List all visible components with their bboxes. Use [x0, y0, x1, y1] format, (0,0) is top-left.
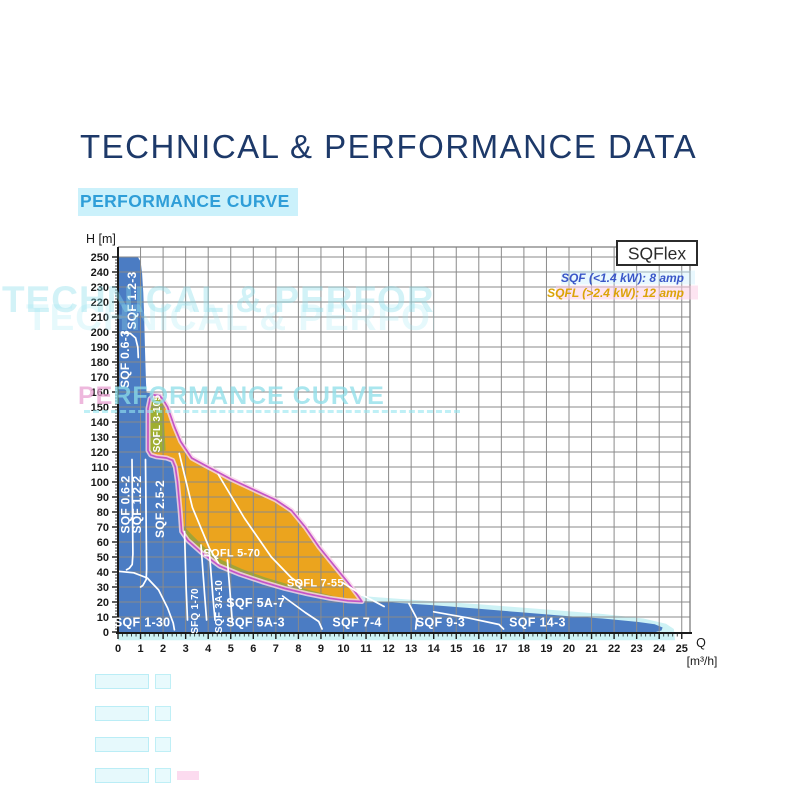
svg-text:230: 230	[91, 282, 109, 294]
svg-text:10: 10	[337, 643, 349, 655]
svg-text:60: 60	[97, 537, 109, 549]
svg-text:1: 1	[137, 643, 143, 655]
svg-text:5: 5	[228, 643, 234, 655]
svg-text:13: 13	[405, 643, 417, 655]
section-heading: PERFORMANCE CURVE	[80, 191, 290, 211]
svg-text:0: 0	[103, 627, 109, 639]
svg-text:180: 180	[91, 357, 109, 369]
svg-text:8: 8	[295, 643, 301, 655]
svg-text:21: 21	[585, 643, 597, 655]
svg-text:16: 16	[473, 643, 485, 655]
region-overlap-strip	[148, 395, 166, 453]
curve-label: SQF 7-4	[332, 615, 381, 629]
curve-label: SQF 0.6-2	[118, 475, 132, 533]
svg-text:3: 3	[183, 643, 189, 655]
svg-text:12: 12	[382, 643, 394, 655]
svg-text:4: 4	[205, 643, 212, 655]
chart-axes: 0 1 2 3 4 5 6 7 8 9 10 11 12 13 14 15 16 17 18 19 20 21 22 23 24…	[86, 232, 717, 668]
svg-text:2: 2	[160, 643, 166, 655]
svg-text:20: 20	[563, 643, 575, 655]
curve-label: SQFL 5-70	[203, 548, 260, 560]
svg-text:15: 15	[450, 643, 462, 655]
curve-label: SQF 14-3	[509, 615, 566, 629]
legend-box	[616, 240, 698, 266]
svg-text:220: 220	[91, 297, 109, 309]
svg-text:23: 23	[631, 643, 643, 655]
svg-text:20: 20	[97, 597, 109, 609]
svg-text:110: 110	[91, 462, 109, 474]
svg-text:80: 80	[97, 507, 109, 519]
svg-text:19: 19	[540, 643, 552, 655]
svg-text:130: 130	[91, 432, 109, 444]
svg-text:70: 70	[97, 522, 109, 534]
svg-text:100: 100	[91, 477, 109, 489]
curve-label: SQFL 3-105	[152, 394, 163, 452]
svg-text:240: 240	[91, 267, 109, 279]
curve-label: SQF 9-3	[416, 615, 465, 629]
svg-text:9: 9	[318, 643, 324, 655]
curve-label: SQF 5A-3	[226, 615, 285, 629]
x-axis-unit: [m³/h]	[687, 654, 718, 668]
curve-label: SQF 1.2-2	[130, 475, 144, 533]
legend-line: SQF (<1.4 kW): 8 amp	[561, 271, 684, 285]
svg-text:170: 170	[91, 372, 109, 384]
sqfl-outline	[145, 392, 365, 604]
section-heading-highlight: PERFORMANCE CURVE	[78, 188, 298, 216]
svg-text:24: 24	[653, 643, 666, 655]
curve-label: SQF 3A-10	[214, 580, 225, 633]
svg-text:18: 18	[518, 643, 530, 655]
curve-label: SQF 5A-7	[226, 596, 285, 610]
svg-text:22: 22	[608, 643, 620, 655]
svg-text:150: 150	[91, 402, 109, 414]
region-sqf	[118, 257, 663, 632]
legend-box-label: SQFlex	[628, 244, 687, 264]
curve-label: SQF 0.6-3	[118, 330, 132, 388]
legend-line: SQFL (>2.4 kW): 12 amp	[547, 286, 684, 300]
svg-text:14: 14	[428, 643, 441, 655]
svg-text:40: 40	[97, 567, 109, 579]
svg-text:200: 200	[91, 327, 109, 339]
svg-text:190: 190	[91, 342, 109, 354]
svg-text:30: 30	[97, 582, 109, 594]
svg-text:50: 50	[97, 552, 109, 564]
svg-text:90: 90	[97, 492, 109, 504]
svg-text:210: 210	[91, 312, 109, 324]
svg-text:0: 0	[115, 643, 121, 655]
y-axis-title: H [m]	[86, 232, 116, 246]
curve-label: SQF 1.2-3	[125, 271, 139, 329]
svg-text:10: 10	[97, 612, 109, 624]
x-axis-title: Q	[696, 636, 706, 650]
curve-label: SQF 1-30	[114, 615, 171, 629]
pump-separator-curves	[117, 331, 505, 631]
curve-label: SQFL 7-55	[287, 578, 344, 590]
svg-text:11: 11	[360, 643, 372, 655]
svg-text:160: 160	[91, 387, 109, 399]
svg-text:6: 6	[250, 643, 256, 655]
svg-text:17: 17	[495, 643, 507, 655]
svg-text:250: 250	[91, 252, 109, 264]
svg-text:120: 120	[91, 447, 109, 459]
svg-text:25: 25	[676, 643, 688, 655]
page-title: TECHNICAL & PERFORMANCE DATA	[80, 128, 698, 165]
curve-label: SQF 2.5-2	[153, 480, 167, 538]
curve-label: SFQ 1-70	[190, 588, 201, 634]
svg-text:140: 140	[91, 417, 109, 429]
svg-text:7: 7	[273, 643, 279, 655]
